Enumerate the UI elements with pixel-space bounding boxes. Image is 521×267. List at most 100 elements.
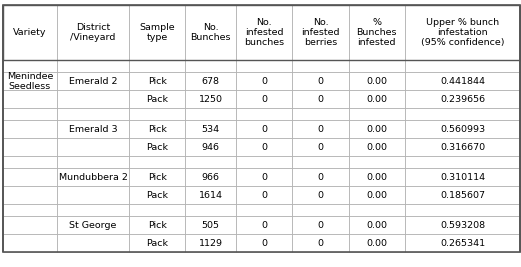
- Text: 0.00: 0.00: [366, 77, 387, 86]
- Text: 0.560993: 0.560993: [440, 125, 485, 134]
- Bar: [405, 216, 520, 234]
- Bar: [236, 204, 292, 216]
- Text: 505: 505: [202, 221, 220, 230]
- Bar: [349, 90, 405, 108]
- Text: 0.316670: 0.316670: [440, 143, 485, 152]
- Text: Variety: Variety: [13, 28, 47, 37]
- Text: 534: 534: [202, 125, 220, 134]
- Bar: [129, 186, 185, 204]
- Bar: [129, 72, 185, 90]
- Bar: [185, 108, 236, 120]
- Bar: [349, 168, 405, 186]
- Text: District
/Vineyard: District /Vineyard: [70, 23, 116, 42]
- Bar: [405, 120, 520, 138]
- Bar: [129, 168, 185, 186]
- Bar: [405, 72, 520, 90]
- Bar: [185, 204, 236, 216]
- Text: Pick: Pick: [148, 173, 167, 182]
- Bar: [292, 186, 349, 204]
- Bar: [292, 72, 349, 90]
- Bar: [129, 120, 185, 138]
- Bar: [185, 60, 236, 72]
- Text: 0: 0: [317, 77, 324, 86]
- Bar: [405, 156, 520, 168]
- Text: 0: 0: [261, 77, 267, 86]
- Bar: [349, 5, 405, 60]
- Bar: [405, 138, 520, 156]
- Text: 0.593208: 0.593208: [440, 221, 485, 230]
- Text: Mundubbera 2: Mundubbera 2: [59, 173, 128, 182]
- Text: 0.239656: 0.239656: [440, 95, 485, 104]
- Text: Upper % bunch
infestation
(95% confidence): Upper % bunch infestation (95% confidenc…: [421, 18, 504, 47]
- Text: 1129: 1129: [199, 239, 222, 248]
- Bar: [3, 186, 57, 204]
- Bar: [349, 156, 405, 168]
- Bar: [57, 186, 129, 204]
- Bar: [57, 60, 129, 72]
- Bar: [129, 234, 185, 252]
- Bar: [185, 186, 236, 204]
- Text: 0: 0: [317, 125, 324, 134]
- Bar: [57, 216, 129, 234]
- Text: 0: 0: [261, 221, 267, 230]
- Text: No.
infested
berries: No. infested berries: [301, 18, 340, 47]
- Bar: [292, 120, 349, 138]
- Bar: [129, 5, 185, 60]
- Text: No.
infested
bunches: No. infested bunches: [244, 18, 284, 47]
- Bar: [3, 216, 57, 234]
- Bar: [292, 156, 349, 168]
- Bar: [3, 120, 57, 138]
- Bar: [349, 234, 405, 252]
- Bar: [3, 5, 520, 60]
- Bar: [3, 90, 57, 108]
- Bar: [57, 72, 129, 90]
- Bar: [236, 5, 292, 60]
- Bar: [129, 90, 185, 108]
- Text: 0.265341: 0.265341: [440, 239, 485, 248]
- Bar: [405, 234, 520, 252]
- Bar: [405, 5, 520, 60]
- Text: Pick: Pick: [148, 221, 167, 230]
- Text: 0: 0: [261, 125, 267, 134]
- Text: 0.00: 0.00: [366, 125, 387, 134]
- Text: Menindee
Seedless: Menindee Seedless: [7, 72, 53, 91]
- Bar: [57, 156, 129, 168]
- Bar: [292, 216, 349, 234]
- Bar: [349, 120, 405, 138]
- Bar: [349, 138, 405, 156]
- Text: Pack: Pack: [146, 95, 168, 104]
- Text: Pack: Pack: [146, 191, 168, 200]
- Text: 0: 0: [261, 239, 267, 248]
- Bar: [57, 90, 129, 108]
- Text: 0: 0: [317, 191, 324, 200]
- Bar: [405, 90, 520, 108]
- Text: 0: 0: [317, 221, 324, 230]
- Text: 946: 946: [202, 143, 220, 152]
- Bar: [129, 60, 185, 72]
- Bar: [185, 234, 236, 252]
- Text: 0: 0: [317, 239, 324, 248]
- Bar: [3, 204, 57, 216]
- Bar: [3, 168, 57, 186]
- Bar: [292, 5, 349, 60]
- Text: 966: 966: [202, 173, 220, 182]
- Bar: [236, 138, 292, 156]
- Text: Sample
type: Sample type: [140, 23, 175, 42]
- Bar: [3, 156, 57, 168]
- Text: 1250: 1250: [199, 95, 222, 104]
- Bar: [57, 120, 129, 138]
- Text: 0.00: 0.00: [366, 95, 387, 104]
- Bar: [292, 204, 349, 216]
- Text: 0.185607: 0.185607: [440, 191, 485, 200]
- Text: 0.00: 0.00: [366, 191, 387, 200]
- Bar: [405, 186, 520, 204]
- Bar: [129, 156, 185, 168]
- Text: Pick: Pick: [148, 77, 167, 86]
- Text: 0: 0: [261, 143, 267, 152]
- Bar: [185, 120, 236, 138]
- Bar: [405, 168, 520, 186]
- Text: St George: St George: [69, 221, 117, 230]
- Text: Emerald 3: Emerald 3: [69, 125, 117, 134]
- Text: Pack: Pack: [146, 239, 168, 248]
- Bar: [57, 234, 129, 252]
